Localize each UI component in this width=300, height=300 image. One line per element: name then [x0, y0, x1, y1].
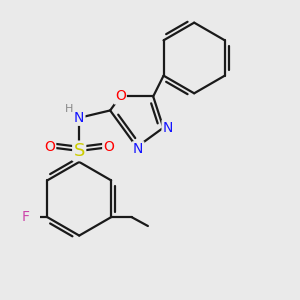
Text: N: N	[133, 142, 143, 156]
Text: O: O	[44, 140, 55, 154]
Text: H: H	[65, 104, 73, 114]
Text: N: N	[163, 121, 173, 135]
Text: N: N	[74, 111, 84, 125]
Text: S: S	[74, 142, 85, 160]
Text: O: O	[103, 140, 114, 154]
Text: F: F	[21, 210, 29, 224]
Text: O: O	[115, 89, 126, 103]
